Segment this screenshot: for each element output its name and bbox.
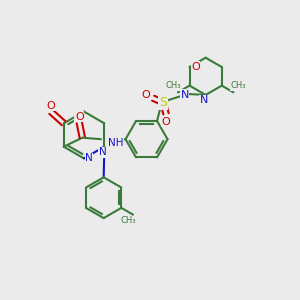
Text: N: N [200, 95, 208, 105]
Text: O: O [142, 90, 150, 100]
Text: NH: NH [107, 138, 123, 148]
Text: N: N [85, 153, 93, 164]
Text: O: O [75, 112, 84, 122]
Text: O: O [191, 62, 200, 72]
Text: S: S [159, 96, 167, 109]
Text: N: N [180, 90, 189, 100]
Text: CH₃: CH₃ [121, 216, 136, 225]
Text: N: N [99, 147, 106, 157]
Text: O: O [162, 117, 170, 127]
Text: CH₃: CH₃ [165, 81, 181, 90]
Text: CH₃: CH₃ [231, 81, 246, 90]
Text: O: O [47, 101, 56, 111]
